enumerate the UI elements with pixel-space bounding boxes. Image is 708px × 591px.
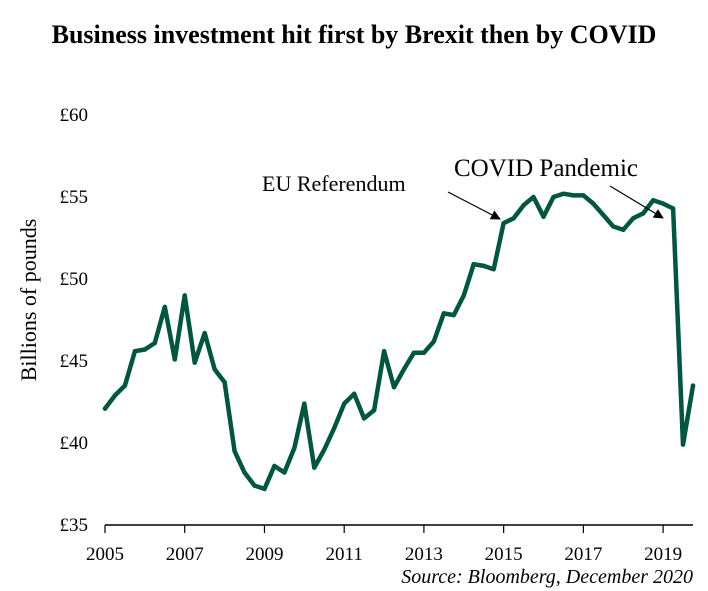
data-point xyxy=(521,203,526,208)
arrow-eu-referendum xyxy=(447,191,501,220)
data-point xyxy=(650,198,656,203)
data-point xyxy=(162,304,167,310)
data-point xyxy=(302,401,307,406)
data-point xyxy=(262,486,267,492)
annotation-covid-pandemic: COVID Pandemic xyxy=(454,155,664,219)
data-point xyxy=(660,201,666,206)
y-tick-label: £40 xyxy=(60,433,89,454)
annotation-eu-referendum-label: EU Referendum xyxy=(262,171,406,196)
source-note: Source: Bloomberg, December 2020 xyxy=(401,566,693,588)
data-point xyxy=(471,262,476,267)
y-axis-ticks: £35 £40 £45 £50 £55 £60 xyxy=(60,105,89,536)
data-point xyxy=(282,470,287,475)
y-tick-label: £45 xyxy=(60,351,89,372)
data-point xyxy=(491,267,496,272)
y-axis-label: Billions of pounds xyxy=(16,219,41,382)
data-point xyxy=(361,416,367,421)
annotation-eu-referendum: EU Referendum xyxy=(262,171,501,220)
x-tick-label: 2019 xyxy=(644,544,682,565)
data-point xyxy=(451,312,456,318)
data-point xyxy=(172,357,177,362)
x-tick-label: 2017 xyxy=(564,544,602,565)
data-point xyxy=(242,470,247,475)
data-point xyxy=(371,408,377,413)
data-point xyxy=(152,340,157,346)
data-point xyxy=(680,442,686,447)
x-tick-label: 2013 xyxy=(405,544,443,565)
data-point xyxy=(391,385,397,390)
data-point xyxy=(132,349,138,354)
data-point xyxy=(312,465,317,470)
data-point xyxy=(511,216,516,221)
data-point xyxy=(332,426,337,431)
series-line xyxy=(102,191,696,492)
data-point xyxy=(481,263,486,269)
data-point xyxy=(292,445,297,451)
data-point xyxy=(122,383,128,388)
y-tick-label: £50 xyxy=(60,269,89,290)
data-point xyxy=(621,227,626,232)
data-point xyxy=(142,347,148,352)
data-point xyxy=(690,383,696,388)
x-tick-label: 2005 xyxy=(86,544,124,565)
data-point xyxy=(342,401,347,406)
data-point xyxy=(561,191,566,196)
data-point xyxy=(501,221,506,226)
data-point xyxy=(352,391,357,396)
x-tick-label: 2007 xyxy=(166,544,204,565)
data-point xyxy=(441,311,446,316)
y-tick-label: £60 xyxy=(60,105,89,126)
x-tick-label: 2011 xyxy=(326,544,363,565)
data-point xyxy=(322,447,327,452)
data-point xyxy=(631,216,636,221)
data-point xyxy=(601,212,606,218)
data-point xyxy=(461,293,466,298)
data-point xyxy=(252,483,257,488)
chart-title: Business investment hit first by Brexit … xyxy=(52,20,657,49)
data-point xyxy=(232,449,237,454)
data-point xyxy=(102,406,108,411)
data-points xyxy=(102,191,696,492)
data-point xyxy=(411,350,417,355)
y-tick-label: £55 xyxy=(60,187,89,208)
data-point xyxy=(112,393,118,398)
x-tick-label: 2015 xyxy=(485,544,523,565)
data-point xyxy=(571,193,576,198)
data-point xyxy=(192,360,197,365)
data-point xyxy=(541,214,546,219)
data-point xyxy=(222,380,227,385)
data-point xyxy=(212,367,217,372)
data-point xyxy=(431,339,437,344)
data-point xyxy=(670,206,676,211)
data-point xyxy=(641,211,646,216)
y-tick-label: £35 xyxy=(60,515,89,536)
data-point xyxy=(272,463,277,469)
x-axis-ticks: 2005 2007 2009 2011 2013 2015 2017 2019 xyxy=(86,525,682,565)
data-point xyxy=(381,349,387,354)
data-point xyxy=(421,350,427,355)
data-point xyxy=(531,194,536,200)
x-tick-label: 2009 xyxy=(245,544,283,565)
data-point xyxy=(581,193,586,198)
data-point xyxy=(611,224,616,229)
data-point xyxy=(591,201,596,206)
data-point xyxy=(202,330,207,336)
data-point xyxy=(401,367,407,372)
data-point xyxy=(182,293,187,298)
annotation-covid-pandemic-label: COVID Pandemic xyxy=(454,155,638,182)
arrow-covid-pandemic xyxy=(609,185,664,219)
data-point xyxy=(551,194,556,200)
